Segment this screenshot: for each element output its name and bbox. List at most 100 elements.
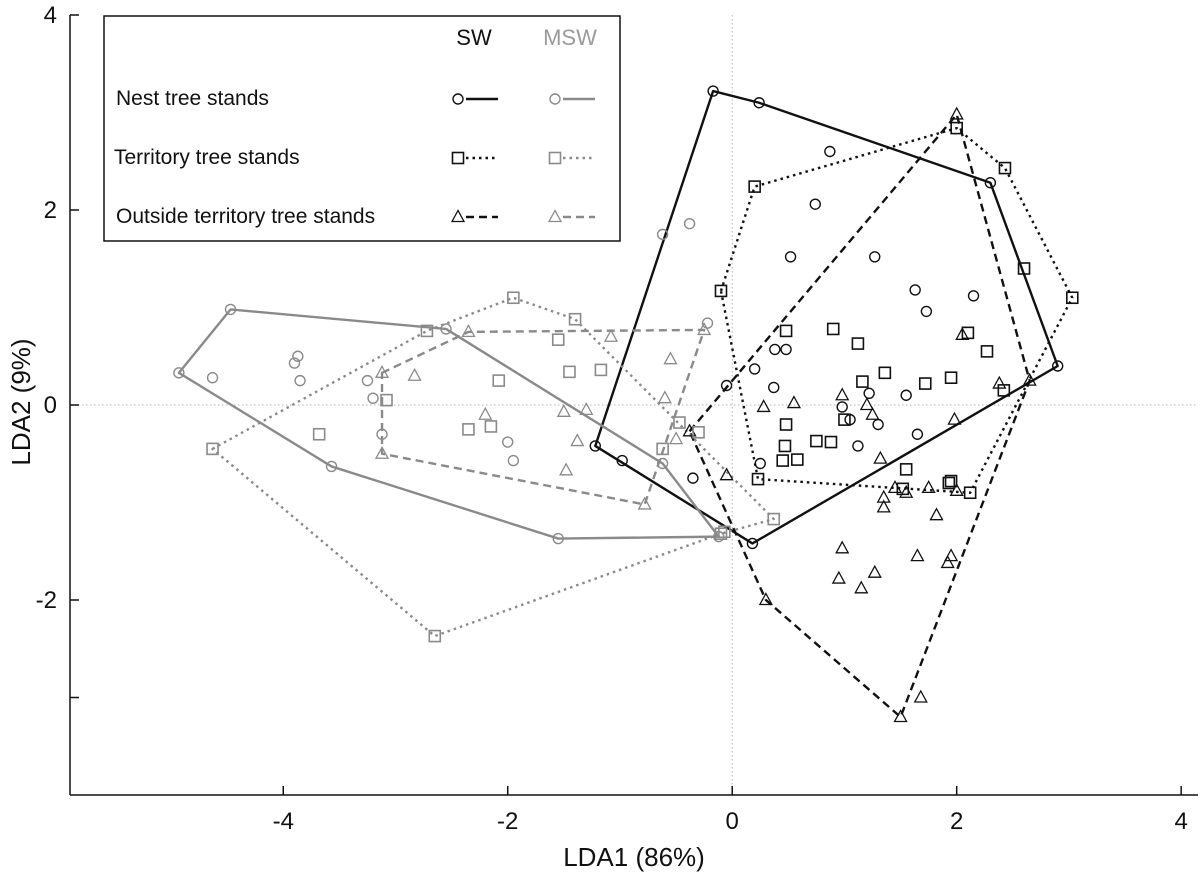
point-sw-circle-6: [780, 343, 792, 356]
point-sw-square-17: [944, 474, 958, 488]
hull-vertex-msw-circle-0: [173, 367, 185, 379]
hull-sw-triangle: [688, 113, 1031, 719]
point-msw-triangle-8: [657, 390, 672, 404]
point-sw-square-2: [851, 337, 865, 350]
hull-vertex-sw-triangle-1: [949, 106, 964, 120]
point-sw-circle-20: [872, 418, 884, 431]
point-sw-square-15: [1017, 262, 1031, 275]
point-msw-circle-10: [656, 228, 669, 241]
hull-vertex-msw-square-3: [568, 312, 582, 326]
y-tick-label: -2: [36, 587, 57, 614]
point-msw-square-4: [484, 420, 498, 433]
hull-vertex-msw-triangle-1: [461, 324, 476, 338]
point-msw-triangle-6: [603, 328, 619, 342]
hull-vertex-sw-circle-3: [984, 176, 997, 189]
legend-label-territory: Territory tree stands: [114, 146, 300, 169]
hull-vertex-msw-circle-1: [224, 303, 237, 316]
legend-label-nest: Nest tree stands: [116, 87, 269, 110]
point-sw-triangle-17: [854, 580, 869, 594]
point-sw-triangle-10: [921, 480, 936, 494]
y-axis-title: LDA2 (9%): [6, 338, 36, 465]
point-sw-triangle-6: [873, 450, 888, 464]
hull-sw-circle: [594, 89, 1059, 545]
point-msw-square-7: [594, 363, 608, 377]
point-sw-circle-2: [720, 379, 733, 392]
point-sw-square-9: [878, 366, 892, 380]
hull-msw-square: [211, 296, 775, 638]
point-msw-square-2: [462, 423, 475, 436]
point-sw-triangle-23: [876, 499, 891, 513]
hull-vertex-sw-circle-2: [753, 97, 765, 109]
point-sw-square-8: [856, 375, 869, 388]
hull-vertex-msw-circle-3: [656, 457, 669, 470]
hull-vertex-sw-circle-5: [746, 537, 759, 550]
point-sw-triangle-12: [949, 482, 964, 496]
hull-vertex-msw-square-4: [767, 512, 781, 526]
point-sw-circle-11: [869, 251, 881, 263]
point-msw-triangle-0: [407, 367, 422, 381]
point-sw-triangle-16: [831, 570, 846, 584]
hull-vertex-sw-square-0: [714, 284, 728, 298]
legend-marker-sw-square: [451, 151, 465, 165]
point-msw-triangle-9: [668, 431, 684, 445]
point-sw-square-19: [942, 476, 956, 490]
point-sw-circle-3: [748, 363, 761, 375]
legend-keys: [450, 93, 595, 223]
point-sw-circle-14: [920, 305, 933, 318]
x-tick-label: -4: [273, 808, 294, 835]
point-sw-circle-0: [616, 454, 628, 467]
point-msw-triangle-7: [663, 351, 678, 365]
hull-vertex-msw-triangle-4: [374, 445, 390, 459]
hull-vertex-msw-triangle-3: [637, 496, 652, 510]
point-msw-square-1: [380, 393, 393, 407]
point-msw-circle-1: [288, 357, 301, 369]
legend-marker-msw-triangle: [547, 209, 563, 223]
point-sw-square-4: [791, 453, 804, 466]
point-sw-circle-17: [911, 428, 924, 440]
hull-vertex-msw-square-6: [428, 629, 442, 643]
point-msw-circle-3: [294, 374, 306, 387]
point-msw-circle-2: [292, 350, 304, 362]
point-sw-square-7: [838, 413, 851, 426]
point-msw-square-6: [563, 365, 576, 379]
point-sw-triangle-5: [865, 406, 880, 420]
point-msw-triangle-2: [556, 403, 571, 417]
point-sw-triangle-9: [899, 484, 914, 498]
hull-vertex-sw-square-5: [963, 486, 977, 500]
point-sw-circle-10: [824, 145, 836, 158]
hull-vertex-msw-square-1: [420, 324, 434, 338]
point-msw-square-9: [656, 442, 669, 456]
hull-vertex-msw-square-5: [714, 527, 728, 541]
hull-vertex-sw-triangle-3: [893, 709, 908, 723]
point-sw-triangle-15: [835, 540, 850, 554]
hull-vertex-msw-triangle-2: [697, 322, 712, 336]
point-sw-circle-16: [900, 389, 912, 401]
hull-vertex-msw-triangle-0: [374, 364, 390, 378]
point-msw-square-8: [673, 416, 686, 429]
point-sw-circle-13: [909, 284, 921, 296]
point-sw-circle-5: [769, 343, 781, 356]
point-msw-circle-7: [502, 436, 514, 448]
point-sw-square-11: [944, 371, 958, 385]
point-sw-square-3: [779, 418, 793, 431]
hull-vertex-msw-square-0: [206, 442, 219, 456]
legend-marker-sw-triangle: [450, 209, 466, 223]
y-tick-label: 0: [44, 392, 57, 419]
point-sw-square-6: [824, 435, 838, 449]
point-msw-circle-6: [376, 428, 388, 440]
point-sw-triangle-18: [867, 564, 882, 578]
legend-header-msw: MSW: [543, 25, 597, 50]
point-msw-circle-0: [206, 372, 219, 384]
point-sw-triangle-20: [940, 555, 955, 569]
x-tick-label: -2: [497, 808, 518, 835]
point-msw-triangle-3: [570, 433, 585, 447]
point-msw-circle-8: [507, 454, 520, 467]
point-sw-circle-7: [768, 381, 780, 394]
point-sw-circle-1: [687, 472, 699, 484]
point-sw-square-21: [776, 454, 790, 467]
point-msw-circle-4: [361, 374, 374, 387]
point-msw-square-0: [312, 427, 326, 441]
point-sw-triangle-21: [913, 689, 928, 703]
point-sw-triangle-14: [992, 375, 1007, 389]
hull-vertex-sw-square-2: [950, 121, 963, 135]
